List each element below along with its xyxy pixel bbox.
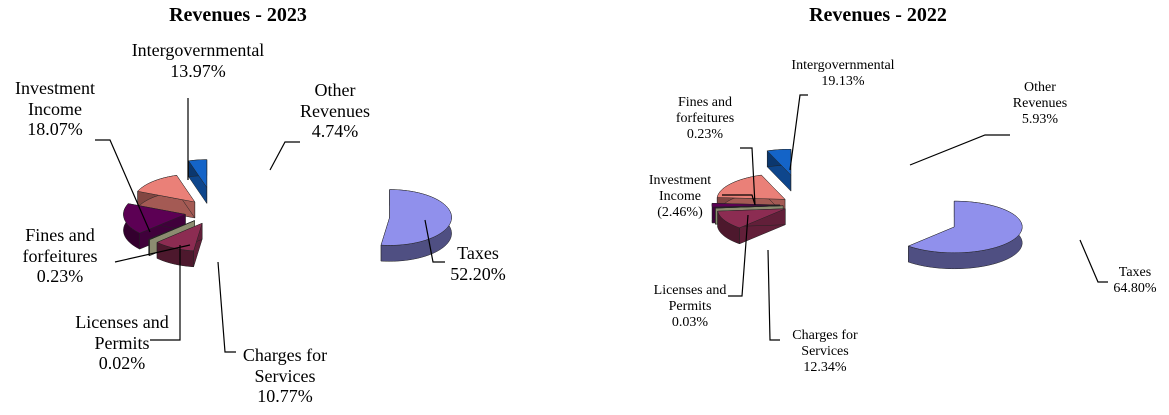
category-label: Charges for Services: [792, 328, 858, 360]
leader-line: [114, 244, 191, 263]
category-label: Investment Income: [648, 173, 712, 205]
category-label: Licenses and Permits: [653, 283, 727, 315]
chart-title: Revenues - 2023: [169, 4, 307, 26]
value-label: 0.23%: [36, 266, 84, 287]
value-label: 18.07%: [27, 119, 83, 140]
slice-label: Licenses and Permits 0.02%: [62, 312, 182, 374]
leader-line: [767, 249, 780, 341]
slice: [711, 202, 781, 208]
leader-line: [728, 214, 749, 297]
leader-line: [217, 261, 236, 353]
category-label: Other Revenues: [300, 80, 370, 121]
slice-label: Intergovernmental 19.13%: [773, 58, 913, 90]
category-label: Intergovernmental: [131, 40, 265, 60]
slice: [148, 220, 195, 241]
value-label: 0.23%: [686, 127, 724, 143]
leader-line: [424, 219, 445, 263]
slice: [156, 222, 203, 252]
value-label: 0.02%: [98, 353, 146, 374]
slice-label: Licenses and Permits 0.03%: [640, 283, 740, 331]
category-label: Taxes: [457, 243, 499, 263]
leader-line: [740, 147, 756, 206]
category-label: Investment Income: [15, 78, 95, 119]
slice: [137, 175, 196, 203]
value-label: 19.13%: [821, 74, 865, 90]
value-label: 12.34%: [803, 360, 847, 376]
slice-label: Charges for Services 12.34%: [780, 328, 870, 376]
slice-label: Intergovernmental 13.97%: [113, 40, 283, 81]
slice: [716, 174, 786, 200]
leader-line: [722, 194, 756, 206]
slice: [766, 148, 792, 176]
value-label: 4.74%: [311, 121, 359, 142]
slice-label: Taxes 64.80%: [1105, 265, 1165, 297]
slice-label: Other Revenues 5.93%: [1000, 80, 1080, 128]
slice: [717, 208, 786, 229]
category-label: Taxes: [1118, 265, 1152, 280]
leader-line: [909, 134, 1010, 166]
chart-title: Revenues - 2022: [809, 4, 947, 26]
leader-line: [789, 94, 808, 171]
value-label: 13.97%: [170, 60, 226, 81]
category-label: Fines and forfeitures: [22, 225, 98, 266]
value-label: 64.80%: [1113, 281, 1157, 297]
slice-label: Other Revenues 4.74%: [285, 80, 385, 142]
value-label: 10.77%: [257, 386, 313, 407]
category-label: Charges for Services: [242, 345, 328, 386]
slice-label: Fines and forfeitures 0.23%: [5, 225, 115, 287]
slice-label: Fines and forfeitures 0.23%: [663, 95, 748, 143]
category-label: Licenses and Permits: [75, 312, 169, 353]
slice: [188, 159, 208, 189]
category-label: Other Revenues: [1012, 80, 1068, 112]
slice-label: Investment Income 18.07%: [5, 78, 105, 140]
slice: [380, 189, 452, 246]
slice: [715, 205, 784, 209]
category-label: Intergovernmental: [791, 58, 895, 73]
leader-line: [269, 141, 300, 171]
value-label: 0.03%: [671, 315, 709, 331]
value-label: (2.46%): [657, 205, 703, 221]
leader-line: [150, 245, 181, 341]
leader-line: [95, 139, 151, 233]
slice: [123, 203, 187, 234]
value-label: 52.20%: [450, 263, 506, 284]
leader-line: [1079, 239, 1108, 283]
value-label: 5.93%: [1021, 112, 1059, 128]
slice: [907, 200, 1023, 254]
category-label: Fines and forfeitures: [675, 95, 735, 127]
slice-label: Taxes 52.20%: [438, 243, 518, 284]
slice-label: Charges for Services 10.77%: [230, 345, 340, 407]
slice-label: Investment Income (2.46%): [638, 173, 723, 221]
